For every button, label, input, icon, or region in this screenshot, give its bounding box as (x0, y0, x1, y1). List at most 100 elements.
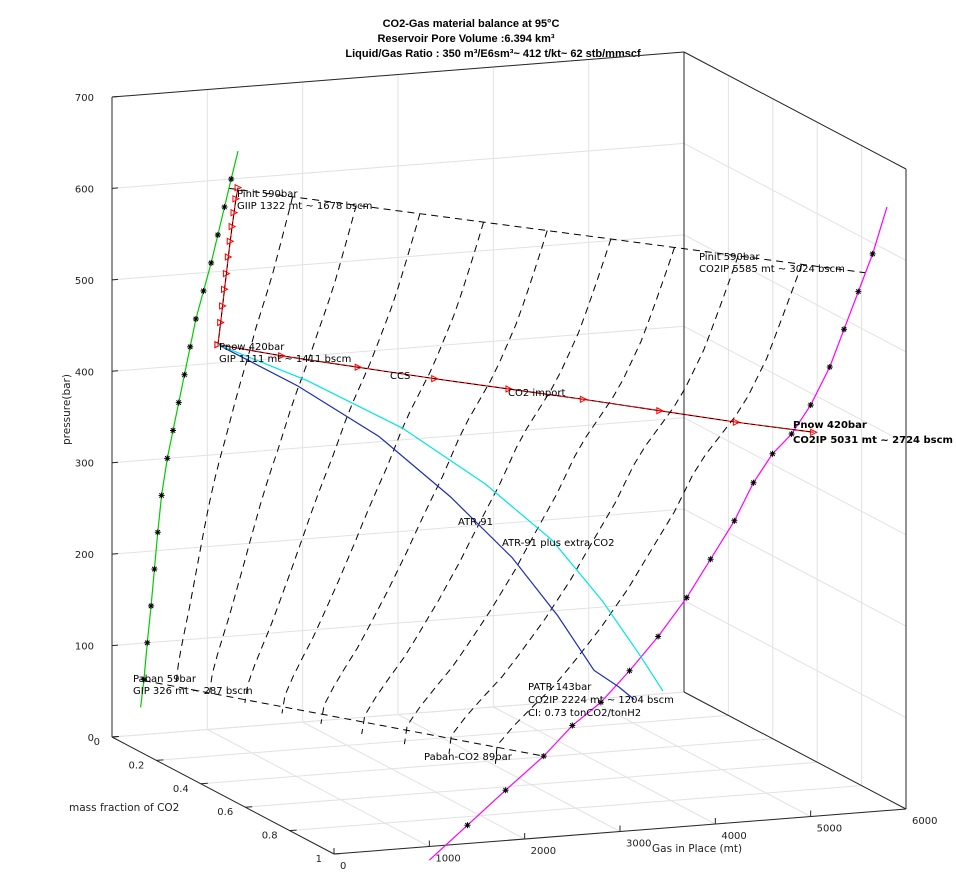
data-point (683, 594, 690, 601)
zlabel: pressure(bar) (61, 374, 73, 445)
z-tick-label: 0 (88, 733, 94, 744)
grid-line (156, 714, 729, 761)
x-tick-label: 0 (340, 861, 346, 872)
annotation-pnow-right: Pnow 420bar (793, 420, 867, 431)
ylabel: mass fraction of CO2 (69, 802, 179, 814)
data-point (164, 455, 171, 462)
data-point (187, 343, 194, 350)
title-line-2: Reservoir Pore Volume :6.394 km³ (377, 33, 554, 45)
annotation-gip-now: GIP 1111 mt ~ 1411 bscm (219, 354, 351, 365)
data-point (192, 315, 199, 322)
z-tick-mark (111, 644, 119, 647)
marker-stroke (598, 699, 604, 705)
y-tick-mark (156, 759, 164, 761)
annotation-pnow-left: Pnow 420bar (219, 342, 285, 353)
data-point (579, 395, 588, 404)
z-tick-mark (111, 461, 119, 464)
marker-stroke (655, 633, 661, 640)
data-point (841, 326, 848, 333)
data-point (731, 517, 738, 524)
annotation-co2ip-now: CO2IP 5031 mt ~ 2724 bscm (793, 435, 953, 446)
marker-stroke (684, 595, 690, 601)
chart-title: CO2-Gas material balance at 95°C Reservo… (345, 18, 641, 60)
tick-labels: 0 100 200 300 400 500 600 700 0 0.2 0.4 0.6 0.8 1 0 100… (75, 93, 938, 872)
data-point (707, 556, 714, 563)
x-tick-label: 5000 (817, 824, 842, 835)
grid-line (683, 600, 907, 719)
data-point (170, 427, 177, 434)
data-point (232, 194, 241, 203)
z-tick-label: 600 (75, 184, 94, 195)
mesh-fraction-line (403, 247, 675, 745)
z-tick-label: 300 (75, 459, 94, 470)
marker-stroke (144, 640, 150, 646)
mesh-fraction-line (175, 196, 294, 682)
annotation-pinit-right: Pinit 590bar (699, 252, 760, 263)
data-point (788, 431, 795, 437)
data-point (140, 676, 147, 683)
x-tick-label: 4000 (721, 831, 746, 842)
mesh-fraction-line (281, 221, 485, 714)
series-group (140, 150, 888, 861)
xlabel: Gas in Place (mt) (652, 843, 742, 855)
grid-line (588, 699, 811, 817)
data-point (208, 259, 215, 266)
marker-stroke (187, 344, 193, 350)
grid-line (683, 142, 907, 261)
annotation-atr91-extra: ATR-91 plus extra CO2 (502, 538, 615, 549)
z-tick-mark (111, 96, 119, 98)
marker-stroke (750, 480, 757, 486)
data-point (810, 428, 818, 437)
series-line (140, 150, 239, 708)
annotation-pinit-left: Pinit 590bar (237, 189, 298, 200)
annotations: Pinit 590bar GIIP 1322 mt ~ 1678 bscm Pi… (133, 189, 953, 763)
annotation-paban-co2: Paban-CO2 89bar (424, 752, 513, 763)
data-point (214, 340, 223, 349)
z-tick-mark (111, 553, 119, 555)
data-point (219, 302, 227, 310)
z-tick-mark (111, 370, 119, 372)
data-point (200, 287, 207, 294)
mesh-lines (143, 187, 866, 764)
marker-stroke (200, 288, 207, 294)
x-tick-label: 6000 (912, 816, 937, 827)
axis-edge (111, 736, 335, 855)
grid-line (111, 142, 685, 189)
grid-line (111, 234, 685, 281)
mesh-fraction-line (209, 205, 357, 693)
data-point (826, 364, 833, 370)
y-tick-mark (245, 806, 253, 808)
z-tick-label: 100 (75, 642, 94, 653)
y-tick-label: 0.8 (262, 831, 278, 842)
y-tick-mark (333, 853, 342, 855)
y-tick-label: 1 (316, 854, 322, 865)
marker-stroke (870, 251, 876, 257)
marker-stroke (208, 260, 214, 266)
data-point (505, 385, 514, 393)
grid-line (111, 600, 685, 647)
data-point (656, 406, 664, 415)
marker-stroke (503, 787, 509, 793)
grid-line (397, 714, 621, 832)
title-line-1: CO2-Gas material balance at 95°C (383, 18, 560, 30)
mesh-fraction-line (244, 213, 421, 703)
z-tick-label: 200 (75, 550, 94, 561)
marker-stroke (464, 822, 471, 828)
x-tick-label: 1000 (435, 854, 460, 865)
grid-line (683, 325, 907, 444)
data-point (502, 787, 509, 794)
annotation-ccs: CCS (390, 371, 410, 382)
data-point (224, 253, 233, 261)
data-point (278, 351, 286, 360)
grid-line (200, 738, 773, 785)
marker-stroke (731, 518, 737, 524)
y-tick-mark (200, 782, 208, 785)
axis-edge (683, 51, 907, 170)
y-tick-label: 0 (94, 737, 100, 748)
series-line (217, 344, 664, 692)
annotation-co2-import: CO2 import (508, 388, 565, 399)
data-point (431, 374, 439, 383)
marker-stroke (164, 455, 170, 461)
grid-line (289, 785, 862, 832)
